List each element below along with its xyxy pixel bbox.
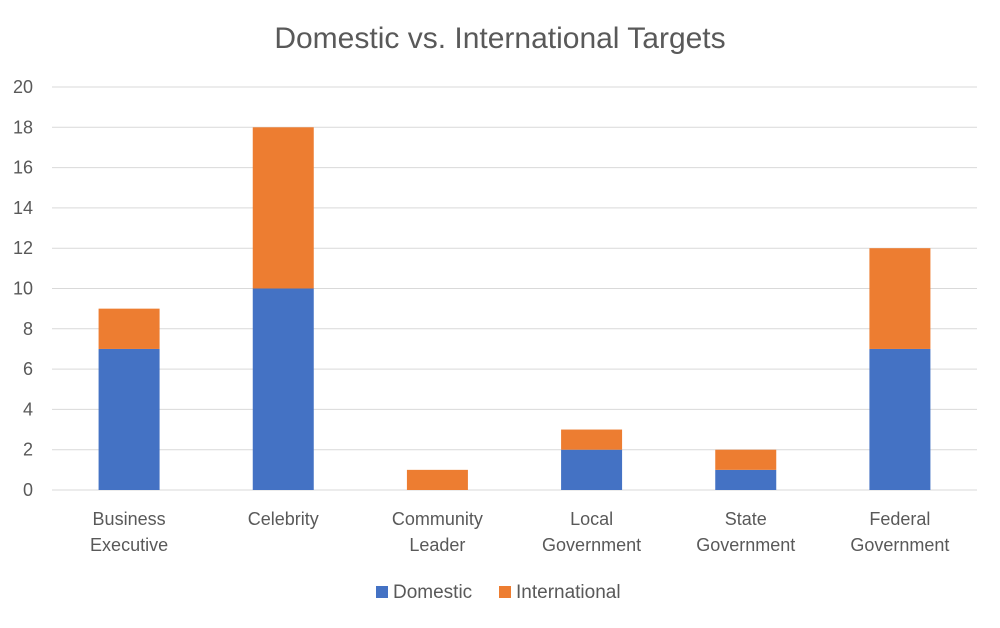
category-label-line: Government [696,535,795,555]
y-tick-label: 8 [23,319,33,339]
category-label-line: Celebrity [248,509,319,529]
category-label-line: Government [850,535,949,555]
y-tick-label: 16 [13,158,33,178]
y-tick-label: 14 [13,198,33,218]
legend-swatch-domestic [376,586,388,598]
category-label: Celebrity [248,509,319,529]
bar-domestic-0 [98,348,160,490]
category-label-line: Leader [409,535,465,555]
y-tick-label: 20 [13,77,33,97]
category-label-line: Executive [90,535,168,555]
bar-international-4 [715,449,777,470]
bar-domestic-4 [715,469,777,490]
bar-international-2 [406,469,468,490]
y-axis-ticks: 0 2 4 6 8 10 12 14 16 18 20 [13,77,33,500]
legend-swatch-international [499,586,511,598]
legend-label-international: International [516,582,621,603]
category-label: Community Leader [392,509,483,555]
category-label: Federal Government [850,509,949,555]
chart-title: Domestic vs. International Targets [274,22,725,55]
category-label-line: Federal [869,509,930,529]
bar-international-0 [98,308,160,349]
y-tick-label: 4 [23,399,33,419]
category-labels: Business Executive Celebrity Community Leade… [90,509,949,555]
y-tick-label: 18 [13,117,33,137]
category-label-line: Local [570,509,613,529]
category-label: Business Executive [90,509,168,555]
category-label-line: Government [542,535,641,555]
y-tick-label: 0 [23,480,33,500]
category-label-line: Business [93,509,166,529]
category-label-line: Community [392,509,483,529]
bar-international-3 [561,429,623,450]
category-label-line: State [725,509,767,529]
bar-domestic-1 [252,288,314,490]
legend-label-domestic: Domestic [393,582,472,603]
y-tick-label: 6 [23,359,33,379]
bar-domestic-3 [561,449,623,490]
y-tick-label: 12 [13,238,33,258]
bar-international-5 [869,248,931,349]
category-label: State Government [696,509,795,555]
legend: Domestic International [376,582,621,603]
bars [98,127,931,490]
y-tick-label: 2 [23,440,33,460]
category-label: Local Government [542,509,641,555]
bar-international-1 [252,127,314,289]
gridlines [52,86,977,491]
y-tick-label: 10 [13,279,33,299]
bar-domestic-5 [869,348,931,490]
